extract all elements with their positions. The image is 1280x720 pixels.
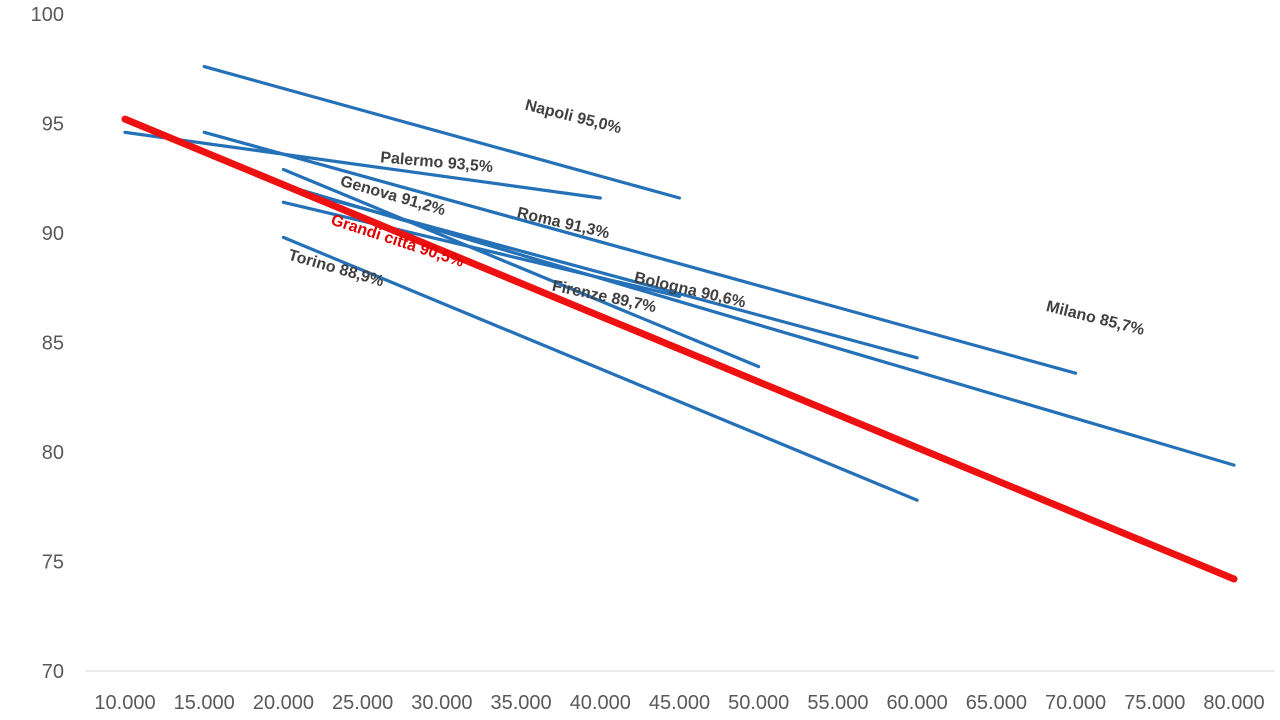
x-tick-label: 35.000 (490, 692, 551, 714)
aggregate-series-line (121, 115, 1238, 583)
city-series-label: Torino 88,9% (286, 247, 385, 290)
city-series-label: Napoli 95,0% (523, 97, 623, 137)
x-tick-label: 55.000 (807, 692, 868, 714)
x-tick-label: 20.000 (253, 692, 314, 714)
city-series-line (281, 167, 761, 369)
city-series-label: Milano 85,7% (1044, 298, 1146, 339)
x-tick-label: 40.000 (570, 692, 631, 714)
x-tick-label: 80.000 (1203, 692, 1264, 714)
y-tick-label: 80 (42, 442, 64, 464)
x-tick-label: 65.000 (966, 692, 1027, 714)
y-tick-label: 95 (42, 114, 64, 136)
city-series-label: Palermo 93,5% (380, 149, 494, 176)
city-series-line (281, 235, 919, 502)
city-series-line (202, 64, 682, 200)
x-tick-label: 70.000 (1045, 692, 1106, 714)
x-tick-label: 50.000 (728, 692, 789, 714)
x-tick-label: 45.000 (649, 692, 710, 714)
x-tick-label: 60.000 (887, 692, 948, 714)
x-axis-ticks: 10.000 15.000 20.000 25.000 30.000 35.000 40.0… (94, 692, 1264, 714)
x-tick-label: 10.000 (94, 692, 155, 714)
series-lines (121, 64, 1238, 583)
city-series-line (281, 183, 1236, 467)
y-tick-label: 70 (42, 661, 64, 683)
city-series-line (202, 130, 1078, 375)
y-axis-ticks: 70 75 80 85 90 95 100 (31, 4, 64, 683)
city-series-label: Roma 91,3% (515, 205, 611, 243)
city-series-line (123, 130, 602, 200)
x-tick-label: 30.000 (411, 692, 472, 714)
y-tick-label: 85 (42, 333, 64, 355)
x-tick-label: 25.000 (332, 692, 393, 714)
y-tick-label: 100 (31, 4, 64, 26)
x-tick-label: 15.000 (174, 692, 235, 714)
y-tick-label: 75 (42, 552, 64, 574)
y-tick-label: 90 (42, 223, 64, 245)
series-labels: Napoli 95,0%Palermo 93,5%Roma 91,3%Genov… (286, 97, 1146, 339)
x-tick-label: 75.000 (1124, 692, 1185, 714)
